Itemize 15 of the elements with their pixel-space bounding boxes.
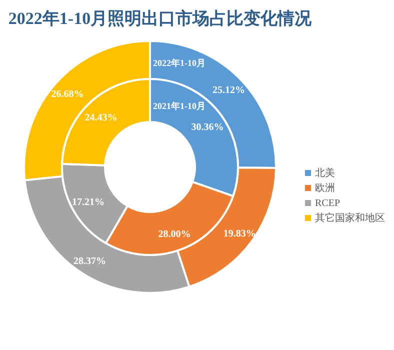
data-label: 30.36% bbox=[191, 122, 224, 134]
slice-label: 2022年1-10月 bbox=[153, 58, 206, 68]
legend-label: 欧洲 bbox=[315, 182, 335, 194]
data-label: 28.37% bbox=[73, 256, 106, 268]
data-label: 28.00% bbox=[158, 229, 191, 240]
chart-title: 2022年1-10月照明出口市场占比变化情况 bbox=[8, 9, 313, 28]
legend-label: RCEP bbox=[315, 198, 340, 209]
data-label: 17.21% bbox=[72, 197, 105, 208]
data-label: 25.12% bbox=[212, 84, 246, 96]
legend-label: 北美 bbox=[315, 167, 335, 179]
data-label: 24.43% bbox=[84, 112, 118, 124]
data-label: 26.68% bbox=[51, 88, 84, 100]
legend-label: 其它国家和地区 bbox=[315, 212, 385, 224]
slice-label: 2021年1-10月 bbox=[153, 101, 206, 111]
data-label: 19.83% bbox=[223, 228, 256, 240]
